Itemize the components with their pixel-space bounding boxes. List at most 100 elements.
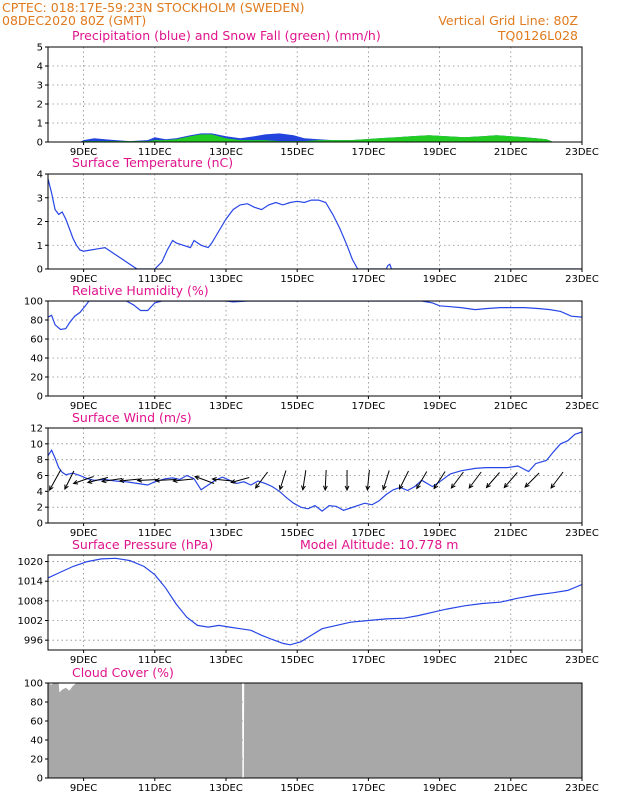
humidity-ytick-label: 60: [30, 335, 43, 346]
wind-arrow-shaft: [416, 471, 428, 489]
precip-xtick-label: 13DEC: [209, 147, 243, 158]
pressure-xtick-label: 23DEC: [565, 655, 599, 666]
wind-arrow-head: [49, 485, 54, 492]
pressure-ytick-label: 1020: [18, 557, 43, 568]
wind-arrow: [172, 478, 194, 484]
temperature-xtick-label: 11DEC: [138, 274, 172, 285]
wind-arrow-shaft: [119, 478, 140, 482]
wind-plot-area: [48, 431, 582, 512]
wind-ytick-label: 4: [37, 487, 43, 498]
cloud-xtick-label: 11DEC: [138, 783, 172, 794]
wind-arrow-head: [230, 479, 236, 484]
wind-arrow-head: [211, 476, 217, 482]
pressure-xtick-label: 9DEC: [70, 655, 97, 666]
wind-xtick-label: 11DEC: [138, 528, 172, 539]
temperature-title: Surface Temperature (nC): [72, 155, 233, 170]
wind-arrow: [416, 471, 428, 490]
wind-xtick-label: 23DEC: [565, 528, 599, 539]
wind-ytick-label: 10: [30, 439, 43, 450]
wind-arrow-shaft: [550, 471, 564, 489]
wind-arrow-head: [450, 483, 456, 489]
wind-arrow-shaft: [399, 470, 409, 490]
wind-arrow: [398, 470, 409, 491]
wind-arrow: [503, 472, 518, 489]
pressure-title: Surface Pressure (hPa): [72, 537, 213, 552]
pressure-ytick-label: 1008: [18, 596, 43, 607]
wind-arrow-head: [416, 483, 421, 490]
precip-xtick-label: 17DEC: [352, 147, 386, 158]
wind-arrow-shaft: [64, 470, 75, 490]
wind-arrow: [118, 478, 140, 484]
snowfall-area: [48, 134, 582, 142]
cloud-xtick-label: 21DEC: [494, 783, 528, 794]
cloud-ytick-label: 60: [30, 717, 43, 728]
wind-xtick-label: 19DEC: [423, 528, 457, 539]
precip-ytick-label: 1: [37, 119, 43, 130]
pressure-panel: 996 1002 1008 1014 1020 9DEC 11DEC 13DEC 15DEC 17…: [18, 554, 599, 666]
temperature-line: [48, 178, 582, 269]
wind-arrow: [100, 478, 123, 484]
humidity-frame: [47, 300, 583, 397]
wind-arrow: [450, 471, 464, 489]
precip-ytick-label: 3: [37, 81, 43, 92]
wind-arrow-head: [278, 484, 284, 491]
wind-arrow-shaft: [279, 470, 287, 490]
humidity-line: [48, 301, 582, 331]
wind-arrow: [154, 477, 176, 483]
cloud-xtick-label: 19DEC: [423, 783, 457, 794]
wind-ytick-label: 6: [37, 471, 43, 482]
temperature-frame: [47, 173, 583, 270]
cloud-xtick-label: 17DEC: [352, 783, 386, 794]
wind-arrow-shaft: [366, 469, 370, 491]
wind-arrow-shaft: [450, 471, 464, 489]
wind-arrow-shaft: [49, 469, 62, 491]
wind-xtick-label: 9DEC: [70, 528, 97, 539]
cloud-panel: 0 20 40 60 80 100 9DEC 11DEC 13DEC 15DEC 17DEC 19DE…: [24, 679, 599, 795]
run-date: 08DEC2020 80Z (GMT): [2, 13, 146, 28]
cloud-ytick-label: 0: [37, 774, 43, 785]
precip-plot-area: [48, 133, 582, 142]
wind-arrow-shaft: [73, 476, 94, 484]
model-code: TQ0126L028: [497, 28, 578, 43]
cloud-xtick-label: 23DEC: [565, 783, 599, 794]
wind-arrow-shaft: [255, 471, 269, 489]
wind-arrow: [550, 471, 564, 489]
wind-arrow-shaft: [87, 477, 108, 483]
wind-arrow-head: [86, 479, 93, 484]
cloud-ytick-label: 20: [30, 755, 43, 766]
wind-xtick-label: 15DEC: [280, 528, 314, 539]
wind-arrow: [365, 469, 371, 492]
wind-arrow-shaft: [212, 478, 233, 482]
temperature-xtick-label: 19DEC: [423, 274, 457, 285]
pressure-xtick-label: 13DEC: [209, 655, 243, 666]
humidity-panel: 0 20 40 60 80 100 9DEC 11DEC 13DEC 15DEC 17DEC 19DE…: [24, 297, 599, 413]
cloud-xtick-label: 15DEC: [280, 783, 314, 794]
precip-xtick-label: 21DEC: [494, 147, 528, 158]
wind-arrow-shaft: [102, 478, 123, 482]
pressure-ytick-label: 996: [24, 636, 43, 647]
cloud-ytick-label: 40: [30, 736, 43, 747]
wind-arrow: [468, 471, 482, 489]
wind-arrow-head: [468, 483, 474, 489]
wind-arrow-head: [382, 484, 387, 491]
temperature-plot-area: [48, 178, 582, 269]
wind-arrow: [230, 477, 250, 484]
wind-arrow-shaft: [173, 478, 194, 482]
temperature-ytick-label: 2: [37, 217, 43, 228]
wind-arrow-head: [301, 485, 306, 491]
wind-arrow-head: [365, 485, 371, 492]
humidity-xtick-label: 17DEC: [352, 401, 386, 412]
humidity-ytick-label: 100: [24, 297, 43, 308]
wind-arrow: [344, 470, 350, 492]
wind-arrow-head: [154, 477, 160, 483]
wind-arrow-head: [550, 483, 556, 489]
cloud-frame: [47, 682, 583, 779]
wind-arrow: [254, 471, 269, 489]
pressure-frame: [47, 554, 583, 651]
pressure-xtick-label: 21DEC: [494, 655, 528, 666]
wind-arrow: [433, 471, 446, 490]
wind-ytick-label: 12: [30, 424, 43, 435]
wind-arrow: [524, 472, 540, 488]
wind-arrow-shaft: [382, 470, 390, 490]
